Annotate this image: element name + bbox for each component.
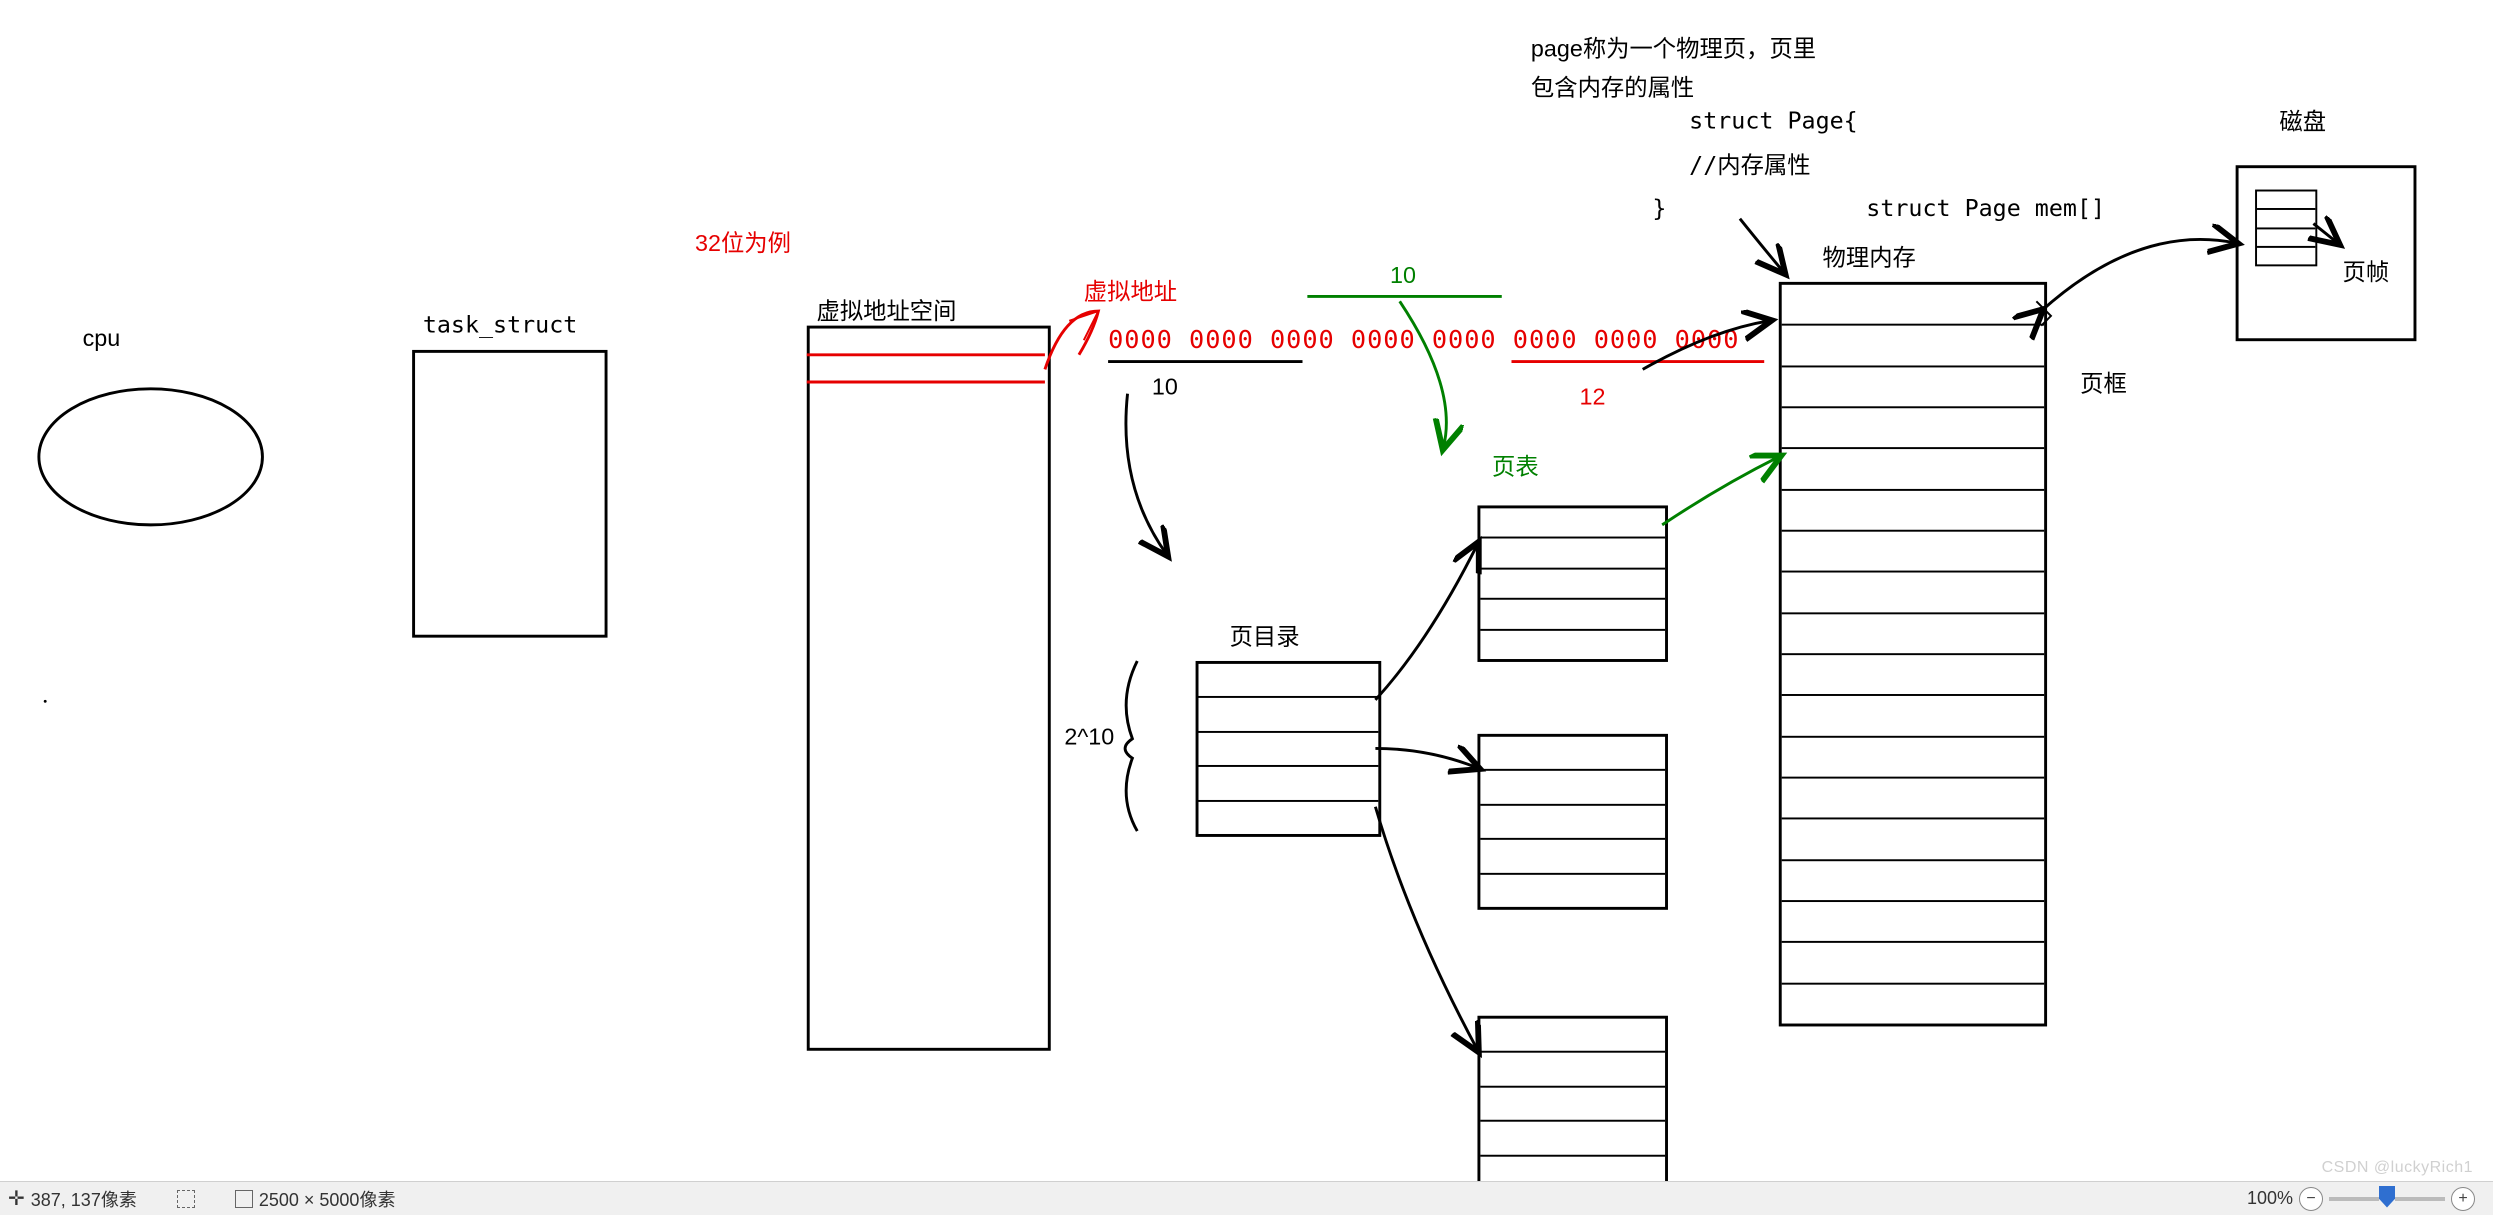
- note-line4: //内存属性: [1633, 146, 1811, 180]
- phys-mem-box: [1779, 282, 2047, 1027]
- page-dir-label: 页目录: [1230, 617, 1300, 651]
- phys-mem-label: 物理内存: [1823, 238, 1916, 272]
- selection-icon: [177, 1190, 195, 1208]
- page-dir-box: [1196, 661, 1382, 837]
- statusbar: ✛ 387, 137像素 2500 × 5000像素 100% − +: [0, 1181, 2493, 1215]
- dot-artifact: [44, 700, 47, 703]
- note-line2: 包含内存的属性: [1531, 68, 1694, 102]
- zoom-in-button[interactable]: +: [2451, 1187, 2475, 1211]
- disk-inner-box: [2255, 190, 2317, 267]
- zoom-out-button[interactable]: −: [2299, 1187, 2323, 1211]
- two-pow-10-label: 2^10: [1064, 724, 1114, 751]
- note-line5: }: [1652, 194, 1666, 221]
- note-line1: page称为一个物理页，页里: [1531, 29, 1816, 63]
- page-table-box-3: [1477, 1016, 1668, 1192]
- page-table-label: 页表: [1492, 447, 1539, 481]
- twelve-red-label: 12: [1580, 384, 1606, 411]
- status-canvas-size: 2500 × 5000像素: [259, 1186, 396, 1212]
- note-line3: struct Page{: [1633, 107, 1858, 134]
- ten-green-label: 10: [1390, 262, 1416, 289]
- status-coords: 387, 137像素: [31, 1186, 137, 1212]
- page-frame-label: 页框: [2080, 365, 2127, 399]
- page-table-box-1: [1477, 505, 1668, 661]
- status-zoom: 100%: [2247, 1188, 2293, 1209]
- ten-black-label: 10: [1152, 374, 1178, 401]
- crosshair-icon: ✛: [8, 1186, 25, 1211]
- struct-page-mem-label: struct Page mem[]: [1866, 194, 2105, 221]
- zoom-slider[interactable]: [2329, 1188, 2445, 1210]
- disk-label: 磁盘: [2279, 102, 2326, 136]
- watermark: CSDN @luckyRich1: [2322, 1159, 2473, 1177]
- page-table-box-2: [1477, 734, 1668, 910]
- canvas-size-icon: [235, 1190, 253, 1208]
